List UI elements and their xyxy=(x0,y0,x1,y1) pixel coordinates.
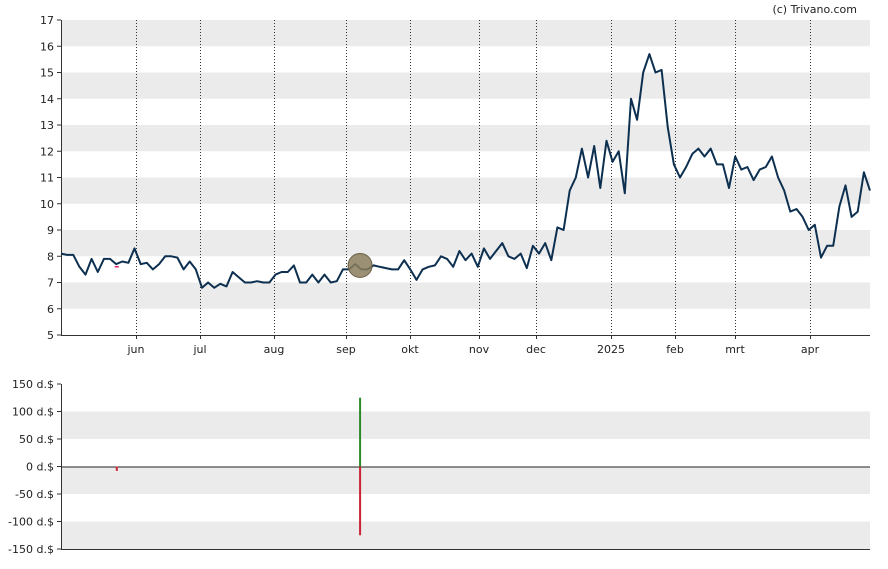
volume-y-tick-label: 100 d.$ xyxy=(12,406,54,419)
x-tick-label: 2025 xyxy=(597,343,625,356)
volume-y-tick-label: -100 d.$ xyxy=(8,516,54,529)
x-tick-label: jul xyxy=(192,343,206,356)
y-tick-label: 16 xyxy=(40,40,54,53)
price-band xyxy=(61,125,870,152)
price-band xyxy=(61,20,870,47)
x-tick-label: sep xyxy=(336,343,355,356)
volume-band xyxy=(61,466,870,494)
y-tick-label: 11 xyxy=(40,172,54,185)
y-tick-label: 9 xyxy=(47,224,54,237)
y-tick-label: 17 xyxy=(40,14,54,27)
x-tick-label: jun xyxy=(127,343,145,356)
x-tick-label: feb xyxy=(666,343,684,356)
volume-y-tick-label: -150 d.$ xyxy=(8,543,54,556)
x-tick-label: dec xyxy=(526,343,546,356)
y-tick-label: 6 xyxy=(47,303,54,316)
price-band xyxy=(61,230,870,257)
y-tick-label: 14 xyxy=(40,93,54,106)
credit-label: (c) Trivano.com xyxy=(772,3,857,16)
price-band xyxy=(61,72,870,99)
volume-y-tick-label: 50 d.$ xyxy=(19,433,54,446)
x-tick-label: okt xyxy=(401,343,419,356)
event-marker xyxy=(347,252,373,278)
y-tick-label: 7 xyxy=(47,277,54,290)
volume-y-tick-label: 150 d.$ xyxy=(12,378,54,391)
x-tick-label: aug xyxy=(264,343,285,356)
y-tick-label: 8 xyxy=(47,250,54,263)
y-tick-label: 15 xyxy=(40,67,54,80)
volume-y-tick-label: 0 d.$ xyxy=(26,461,54,474)
volume-band xyxy=(61,411,870,439)
y-tick-label: 5 xyxy=(47,329,54,342)
y-tick-label: 13 xyxy=(40,119,54,132)
price-band xyxy=(61,282,870,309)
x-tick-label: apr xyxy=(801,343,820,356)
volume-band xyxy=(61,521,870,549)
x-tick-label: nov xyxy=(469,343,490,356)
price-line xyxy=(60,53,871,289)
volume-y-tick-label: -50 d.$ xyxy=(15,488,54,501)
y-tick-label: 10 xyxy=(40,198,54,211)
price-band xyxy=(61,177,870,204)
y-tick-label: 12 xyxy=(40,145,54,158)
x-tick-label: mrt xyxy=(725,343,745,356)
